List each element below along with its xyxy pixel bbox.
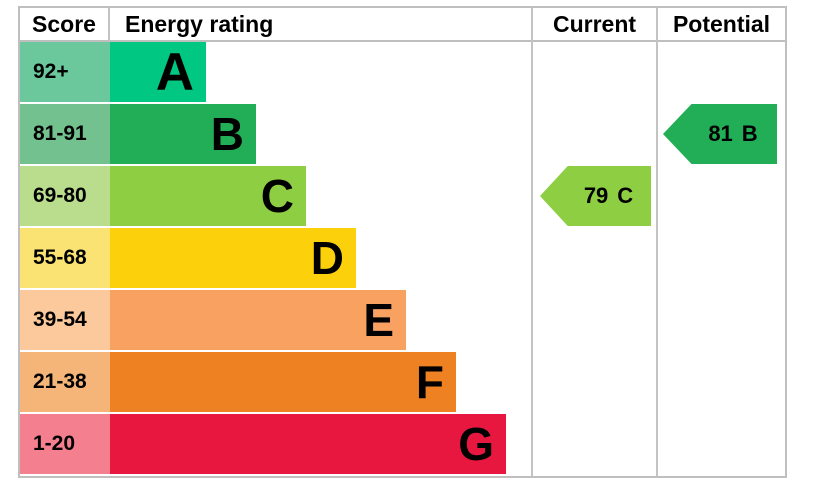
- current-rating-score: 79: [583, 183, 609, 208]
- potential-rating-score: 81: [708, 121, 733, 146]
- rating-bar: A: [110, 42, 206, 102]
- score-range-cell: 39-54: [20, 290, 110, 350]
- rating-bar: G: [110, 414, 506, 474]
- rating-band-row: 81-91 B: [20, 104, 785, 164]
- rating-bar: B: [110, 104, 256, 164]
- current-rating-letter: C: [617, 183, 634, 208]
- rating-band-row: 39-54 E: [20, 290, 785, 350]
- rating-letter: D: [310, 232, 344, 284]
- rating-letter: E: [363, 294, 394, 346]
- rating-bar: D: [110, 228, 356, 288]
- rating-band-row: 55-68 D: [20, 228, 785, 288]
- rating-band-row: 1-20 G: [20, 414, 785, 474]
- rating-letter: F: [415, 356, 444, 408]
- score-range-cell: 55-68: [20, 228, 110, 288]
- rating-letter: B: [210, 108, 244, 160]
- score-range-cell: 81-91: [20, 104, 110, 164]
- rating-band-row: 92+ A: [20, 42, 785, 102]
- potential-rating-arrow: 81 B: [663, 104, 777, 164]
- score-range-cell: 1-20: [20, 414, 110, 474]
- rating-bar: F: [110, 352, 456, 412]
- score-column-header: Score: [32, 11, 96, 37]
- rating-bands: 92+ A 81-91 B 69-80 C 55-68 D 39-54 E 21…: [20, 42, 785, 476]
- energy-rating-column-header: Energy rating: [125, 11, 274, 37]
- score-range-cell: 21-38: [20, 352, 110, 412]
- rating-bar: C: [110, 166, 306, 226]
- rating-band-row: 21-38 F: [20, 352, 785, 412]
- current-rating-arrow: 79 C: [540, 166, 651, 226]
- potential-column-divider: [656, 8, 658, 476]
- score-range-cell: 92+: [20, 42, 110, 102]
- current-column-divider: [531, 8, 533, 476]
- rating-letter: C: [260, 170, 294, 222]
- current-column-header: Current: [552, 11, 637, 37]
- rating-bar: E: [110, 290, 406, 350]
- rating-letter: A: [155, 42, 194, 102]
- score-column-divider: [108, 8, 110, 40]
- score-range-cell: 69-80: [20, 166, 110, 226]
- potential-rating-letter: B: [741, 121, 758, 146]
- rating-band-row: 69-80 C: [20, 166, 785, 226]
- rating-table: Score Energy rating Current Potential 92…: [18, 6, 787, 478]
- table-header: Score Energy rating Current Potential: [20, 8, 785, 42]
- potential-column-header: Potential: [672, 11, 771, 37]
- rating-letter: G: [458, 418, 494, 470]
